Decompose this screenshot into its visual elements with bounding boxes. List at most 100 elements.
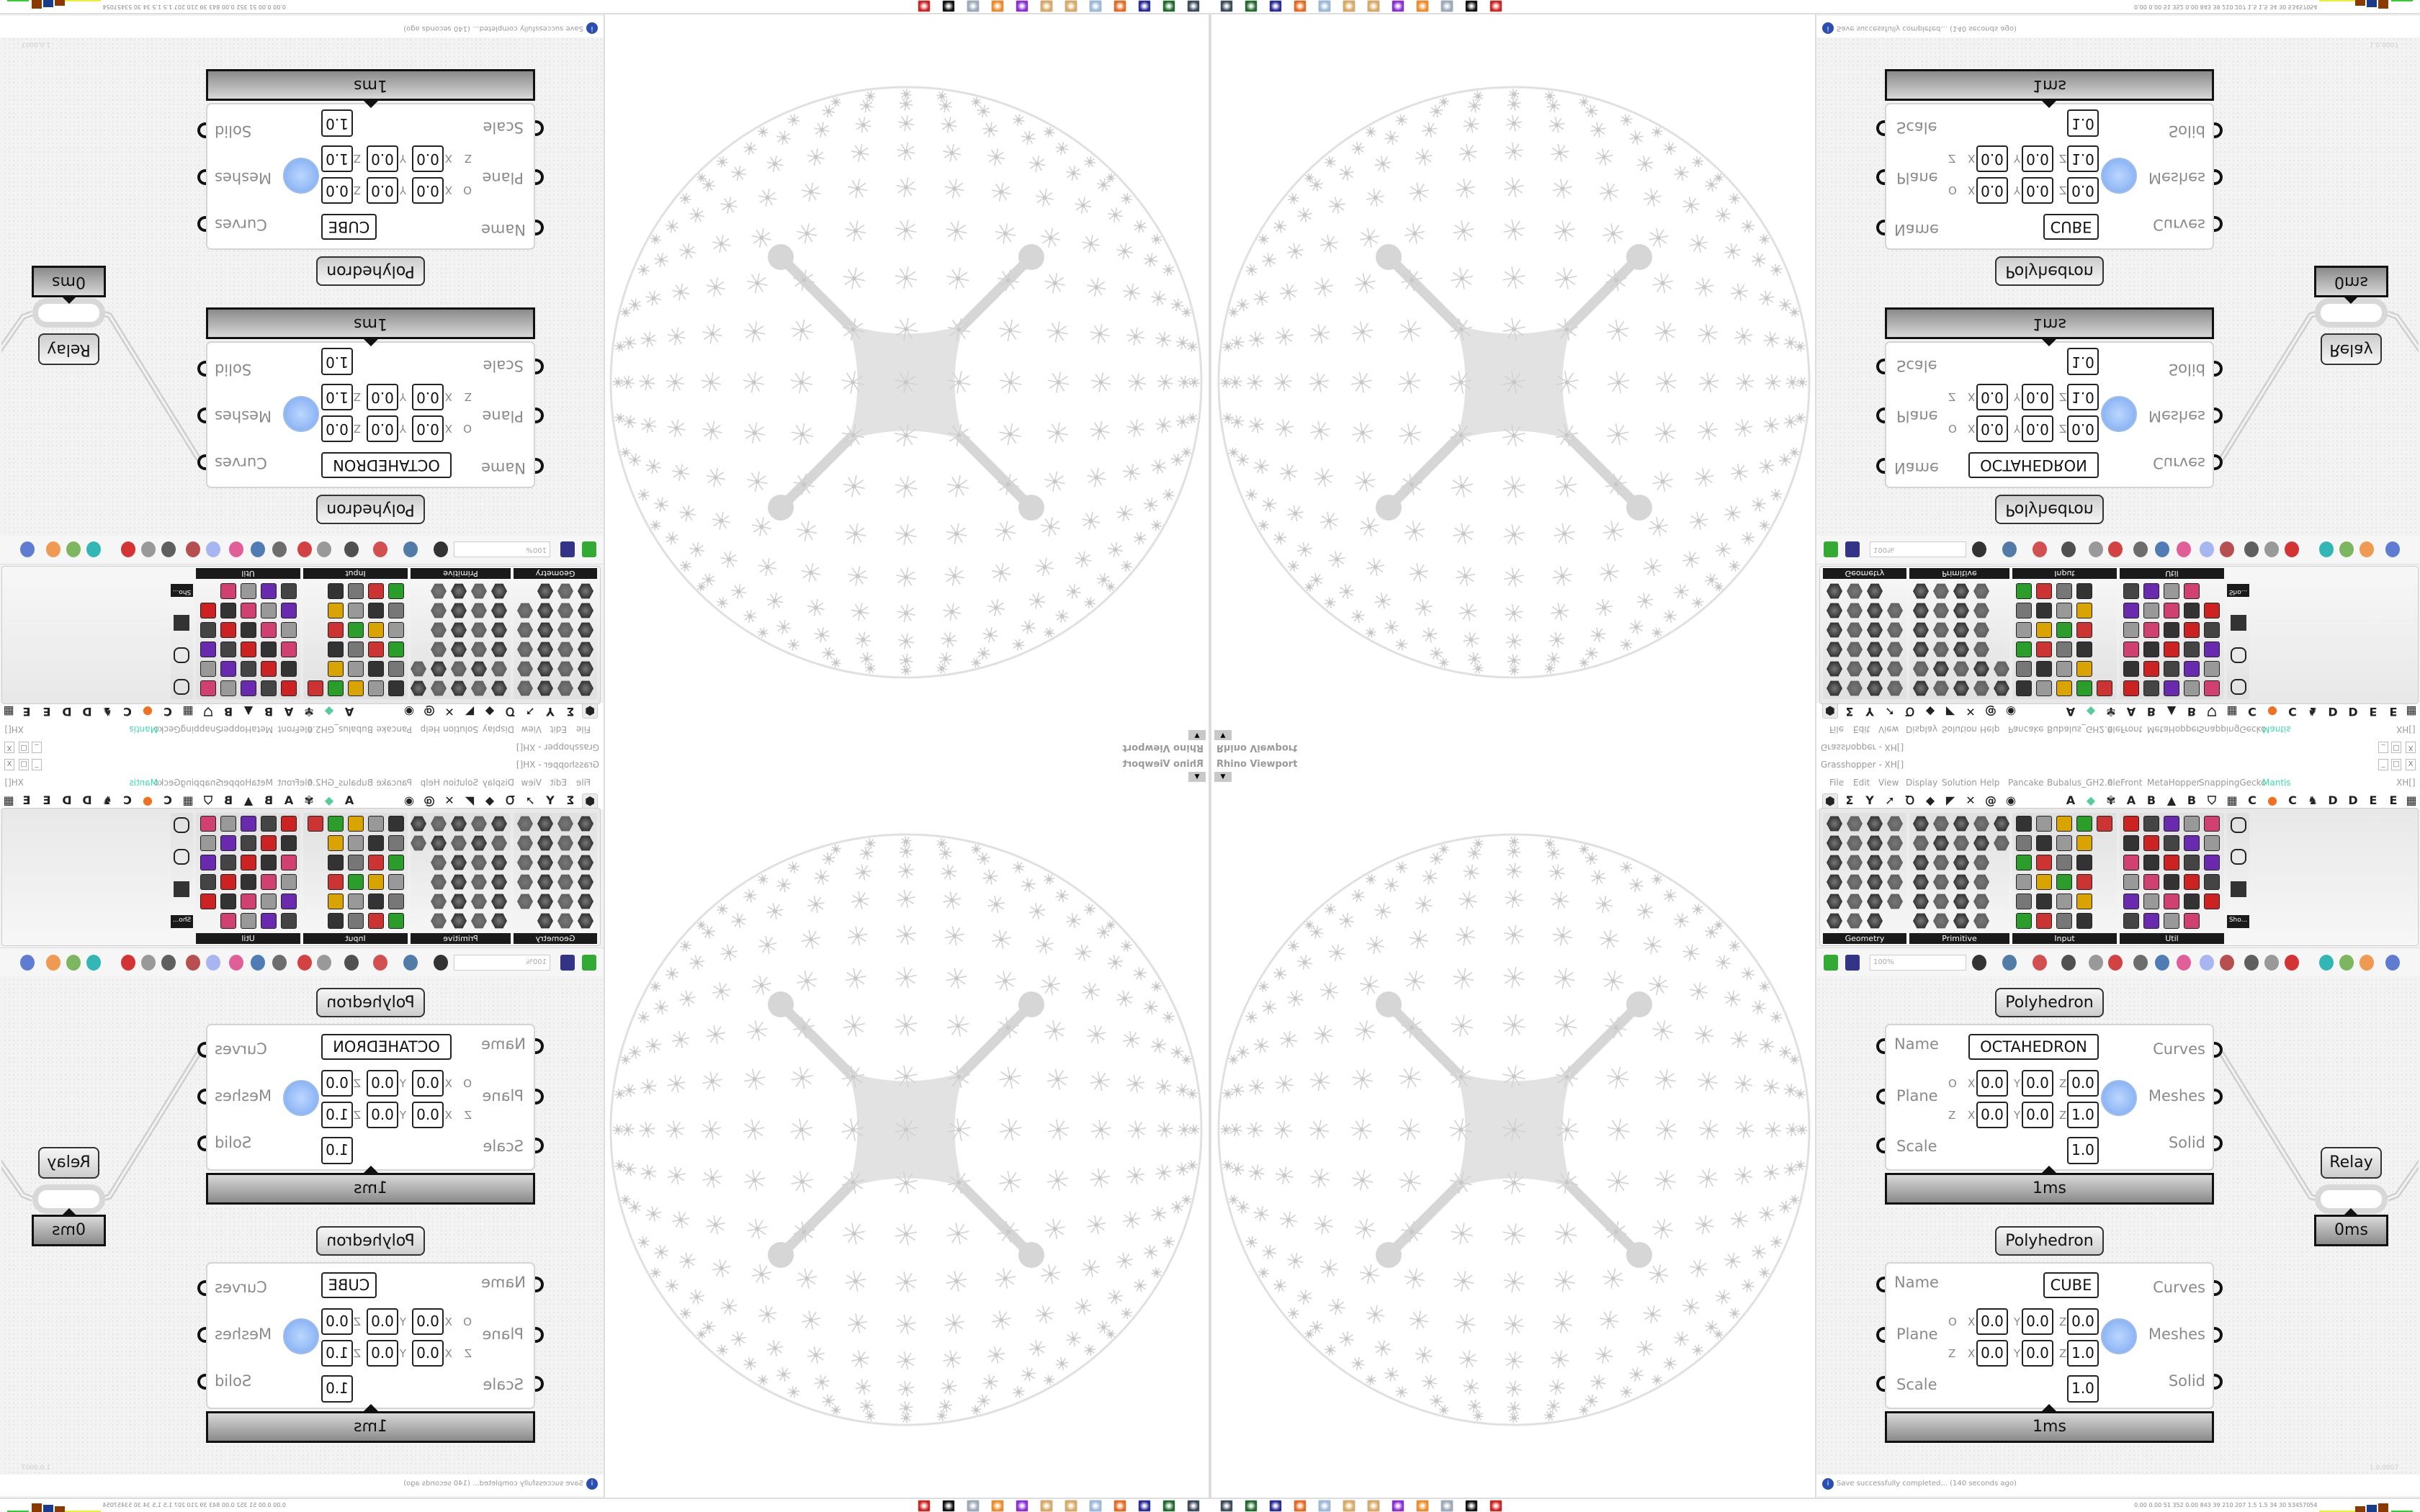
plane-value-field[interactable]: 0.0 [412, 415, 444, 442]
polyhedron-component[interactable]: Name Plane Scale Curves Meshes Solid OCTAHEDRO… [197, 341, 544, 488]
tab-plugin-c-icon[interactable]: C [2248, 793, 2257, 807]
tab-maths-sigma-icon[interactable]: Σ [1845, 793, 1854, 807]
menu-elefront[interactable]: eleFront [2107, 778, 2143, 788]
component-icon[interactable] [1973, 894, 1989, 909]
tab-params-hexagon-icon[interactable]: ⬢ [1822, 793, 1838, 808]
name-field[interactable]: OCTAHEDRON [321, 1034, 452, 1060]
rhino-viewport[interactable]: Rhino Viewport ▼ [1210, 14, 1815, 756]
taskbar-app-paint-icon[interactable] [1065, 1500, 1077, 1512]
plane-value-field[interactable]: 0.0 [2067, 177, 2099, 204]
plane-value-field[interactable]: 0.0 [2022, 384, 2053, 410]
component-icon[interactable] [2164, 835, 2179, 851]
plane-value-field[interactable]: 1.0 [2067, 1102, 2099, 1128]
tab-bird-icon[interactable]: ♞ [2307, 793, 2318, 807]
component-icon[interactable] [2143, 874, 2159, 890]
tab-plugin-c2-icon[interactable]: C [2288, 793, 2297, 807]
taskbar-app-terminal-icon[interactable] [1162, 1500, 1175, 1512]
tab-gem-icon[interactable]: ◆ [2086, 793, 2096, 807]
component-icon[interactable] [2164, 913, 2179, 929]
taskbar-app-red-app-icon[interactable] [918, 0, 931, 12]
plugin-icon[interactable] [2231, 817, 2246, 833]
component-icon[interactable] [2076, 874, 2092, 890]
toolbar-tool-icon[interactable] [2319, 955, 2334, 971]
component-icon[interactable] [2036, 835, 2052, 851]
menu-view[interactable]: View [1878, 778, 1899, 788]
component-icon[interactable] [1953, 855, 1969, 870]
viewport-menu-button[interactable]: ▼ [1188, 730, 1206, 740]
tab-mesh-flag-icon[interactable]: ◤ [1945, 793, 1955, 807]
menu-edit[interactable]: Edit [1853, 778, 1870, 788]
document-tab[interactable]: XH[] [2396, 778, 2416, 788]
rhino-viewport[interactable]: Rhino Viewport ▼ [605, 756, 1210, 1498]
component-icon[interactable] [1953, 913, 1969, 929]
tab-puzzle-icon[interactable]: ✾ [2106, 793, 2116, 807]
component-icon[interactable] [1913, 913, 1929, 929]
component-title-button[interactable]: Polyhedron [1995, 1226, 2104, 1256]
taskbar-app-paint-2-icon[interactable] [1367, 0, 1380, 12]
component-icon[interactable] [1973, 855, 1989, 870]
component-title-button[interactable]: Polyhedron [1995, 256, 2104, 286]
component-icon[interactable] [2076, 855, 2092, 870]
component-icon[interactable] [1847, 816, 1863, 832]
tab-vector-arrow-icon[interactable]: ➚ [1885, 793, 1895, 807]
component-icon[interactable] [2076, 835, 2092, 851]
tab-display-eye-icon[interactable]: ◉ [2006, 793, 2016, 807]
rhino-viewport[interactable]: Rhino Viewport ▼ [605, 14, 1210, 756]
plane-value-field[interactable]: 0.0 [2022, 1340, 2053, 1367]
plane-value-field[interactable]: 0.0 [412, 1340, 444, 1367]
component-icon[interactable] [2036, 816, 2052, 832]
plugin-icon[interactable] [2231, 849, 2246, 865]
tab-plugin-e2-icon[interactable]: E [2389, 793, 2398, 807]
tab-surface-leaf-icon[interactable]: ◆ [1925, 793, 1935, 807]
component-icon[interactable] [2016, 816, 2032, 832]
taskbar-app-scroll-icon[interactable] [1440, 1500, 1453, 1512]
plane-value-field[interactable]: 0.0 [367, 415, 398, 442]
component-icon[interactable] [2036, 874, 2052, 890]
relay-button[interactable]: Relay [2321, 333, 2382, 365]
menu-pancake[interactable]: Pancake [2008, 778, 2044, 788]
plane-value-field[interactable]: 0.0 [321, 1308, 353, 1335]
toolbar-tool-icon[interactable] [2177, 955, 2191, 971]
component-icon[interactable] [2164, 874, 2179, 890]
taskbar-app-red-app-icon[interactable] [1489, 1500, 1502, 1512]
polyhedron-component[interactable]: Name Plane Scale Curves Meshes Solid CUBE O X 0.0… [1876, 103, 2223, 250]
component-icon[interactable] [2184, 855, 2200, 870]
input-port[interactable] [1876, 1277, 1885, 1292]
taskbar-app-blender-icon[interactable] [991, 0, 1004, 12]
panel-label[interactable]: Input [2012, 933, 2117, 944]
plane-value-field[interactable]: 0.0 [321, 177, 353, 204]
component-icon[interactable] [2143, 816, 2159, 832]
component-icon[interactable] [1913, 855, 1929, 870]
component-title-button[interactable]: Polyhedron [316, 495, 425, 524]
component-icon[interactable] [2056, 816, 2072, 832]
plane-value-field[interactable]: 0.0 [1976, 415, 2008, 442]
component-icon[interactable] [1867, 874, 1883, 890]
scale-field[interactable]: 1.0 [321, 109, 353, 137]
component-icon[interactable] [2056, 855, 2072, 870]
menu-snappinggecko[interactable]: SnappingGecko [2199, 778, 2267, 788]
taskbar-app-paint-2-icon[interactable] [1367, 1500, 1380, 1512]
toolbar-tool-icon[interactable] [2264, 955, 2279, 971]
plane-value-field[interactable]: 0.0 [412, 1070, 444, 1097]
taskbar-app-paint-2-icon[interactable] [1040, 1500, 1053, 1512]
component-icon[interactable] [2184, 816, 2200, 832]
tab-shield-icon[interactable]: ⛉ [2207, 793, 2216, 807]
component-icon[interactable] [1847, 874, 1863, 890]
component-icon[interactable] [1867, 855, 1883, 870]
taskbar-app-calculator-icon[interactable] [1318, 1500, 1331, 1512]
tab-plugin-e-icon[interactable]: E [2369, 793, 2378, 807]
taskbar-app-wolf-icon[interactable] [1465, 0, 1478, 12]
taskbar-app-remote-desktop-icon[interactable] [1187, 0, 1200, 12]
component-icon[interactable] [1827, 855, 1842, 870]
name-field[interactable]: OCTAHEDRON [1968, 452, 2099, 478]
plane-value-field[interactable]: 0.0 [367, 145, 398, 172]
taskbar-app-red-app-icon[interactable] [1489, 0, 1502, 12]
output-port[interactable] [2214, 1280, 2223, 1296]
tab-transform-snail-icon[interactable]: @ [1985, 793, 1996, 807]
taskbar-app-terminal-icon[interactable] [1245, 0, 1258, 12]
polyhedron-component[interactable]: Name Plane Scale Curves Meshes Solid CUBE O X 0.0… [1876, 1262, 2223, 1409]
component-icon[interactable] [1867, 913, 1883, 929]
menu-solution[interactable]: Solution [1942, 778, 1977, 788]
component-icon[interactable] [2016, 855, 2032, 870]
plane-value-field[interactable]: 0.0 [2022, 1070, 2053, 1097]
